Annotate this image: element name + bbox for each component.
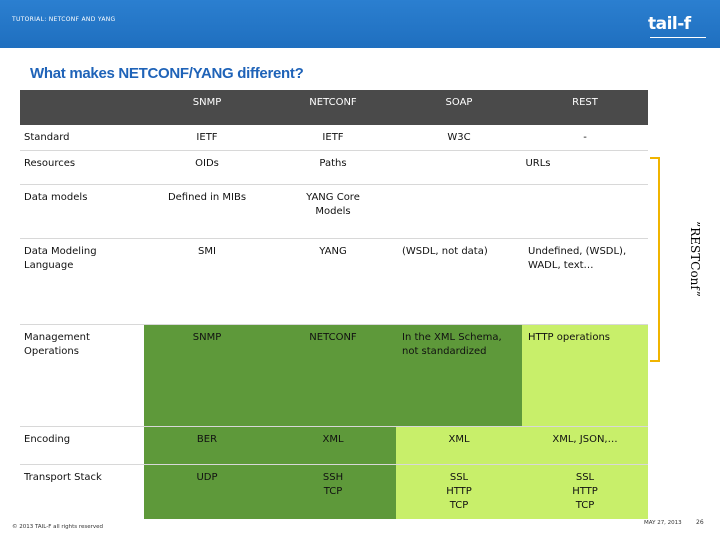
table-header-row: SNMP NETCONF SOAP REST [20, 90, 648, 125]
table-cell: In the XML Schema, not standardized [396, 325, 522, 426]
table-cell: BER [144, 427, 270, 464]
column-header-rest: REST [572, 97, 598, 108]
table-cell: Undefined, (WSDL), WADL, text… [528, 246, 627, 271]
table-cell: SSL HTTP TCP [396, 465, 522, 519]
table-cell: IETF [196, 132, 218, 143]
table-cell: NETCONF [270, 325, 396, 426]
row-label: Management Operations [24, 332, 90, 357]
table-cell: OIDs [195, 158, 219, 169]
table-row: Transport Stack UDP SSH TCP SSL HTTP TCP… [20, 465, 648, 519]
table-row: Resources OIDs Paths URLs [20, 151, 648, 185]
restconf-label: ”RESTConf” [688, 221, 702, 297]
table-cell: IETF [322, 132, 344, 143]
header-label: TUTORIAL: NETCONF AND YANG [12, 16, 116, 23]
row-label: Encoding [24, 434, 71, 445]
table-cell-text: URLs [525, 158, 551, 169]
table-row: Data models Defined in MIBs YANG Core Mo… [20, 185, 648, 239]
table-cell: SSH TCP [270, 465, 396, 519]
table-cell: YANG [319, 246, 347, 257]
row-label: Resources [24, 158, 76, 169]
table-cell: YANG Core Models [306, 192, 360, 217]
row-label: Transport Stack [24, 472, 102, 483]
table-cell: Defined in MIBs [167, 192, 247, 203]
table-cell: XML [270, 427, 396, 464]
table-cell: XML, JSON,… [522, 427, 648, 464]
footer-copyright: © 2013 TAIL-F all rights reserved [12, 524, 104, 530]
table-cell: (WSDL, not data) [402, 246, 488, 257]
slide-title: What makes NETCONF/YANG different? [30, 65, 304, 82]
row-label: Standard [24, 132, 70, 143]
table-row: Data Modeling Language SMI YANG (WSDL, n… [20, 239, 648, 325]
logo-underline [650, 37, 706, 38]
table-cell [522, 185, 648, 238]
tail-f-logo: tail-f [648, 14, 691, 34]
table-cell: UDP [144, 465, 270, 519]
table-cell: XML [396, 427, 522, 464]
column-header-netconf: NETCONF [309, 97, 357, 108]
table-cell: Paths [319, 158, 347, 169]
table-cell: W3C [447, 132, 471, 143]
restconf-bracket [650, 157, 660, 362]
table-row: Standard IETF IETF W3C - [20, 125, 648, 151]
table-row: Encoding BER XML XML XML, JSON,… [20, 427, 648, 465]
table-cell: HTTP operations [522, 325, 648, 426]
table-cell: SMI [198, 246, 216, 257]
table-cell [396, 185, 522, 238]
header-bar: TUTORIAL: NETCONF AND YANG tail-f [0, 0, 720, 48]
row-label: Data models [24, 192, 88, 203]
footer-date: MAY 27, 2013 [644, 520, 682, 526]
column-header-empty [20, 90, 144, 125]
footer-page-number: 26 [696, 519, 704, 526]
table-cell-merged: URLs [396, 151, 648, 184]
row-label: Data Modeling Language [24, 246, 97, 271]
column-header-snmp: SNMP [192, 97, 222, 108]
column-header-soap: SOAP [445, 97, 473, 108]
table-cell: - [583, 132, 587, 143]
table-cell: SNMP [144, 325, 270, 426]
comparison-table: SNMP NETCONF SOAP REST Standard IETF IET… [20, 90, 648, 519]
table-row: Management Operations SNMP NETCONF In th… [20, 325, 648, 427]
table-cell: SSL HTTP TCP [522, 465, 648, 519]
